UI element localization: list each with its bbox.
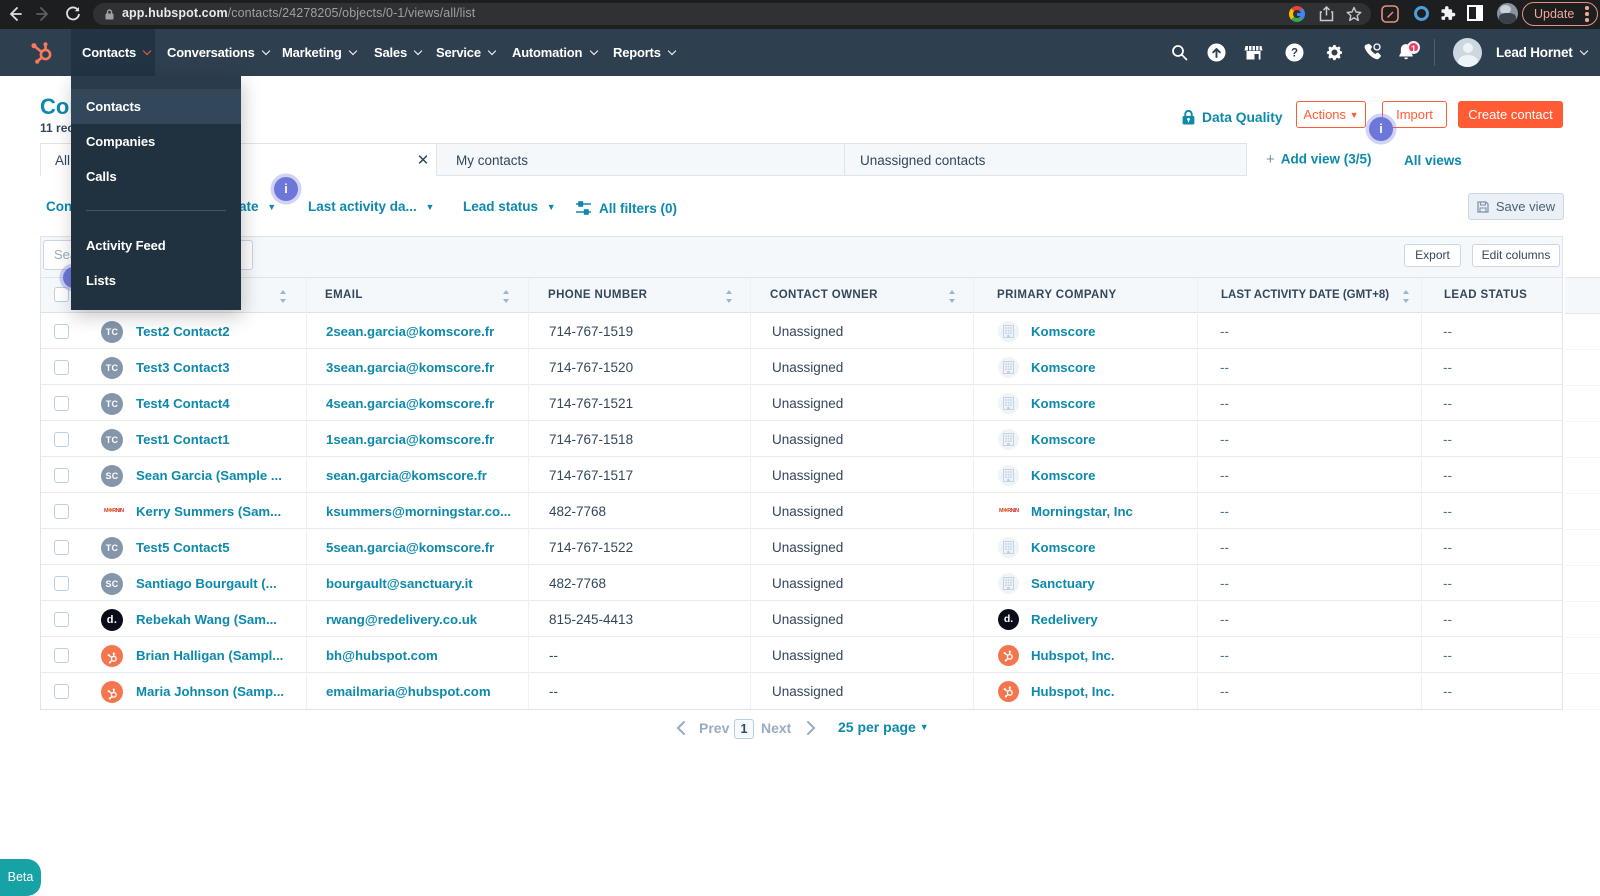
svg-text:?: ? (1291, 48, 1298, 60)
